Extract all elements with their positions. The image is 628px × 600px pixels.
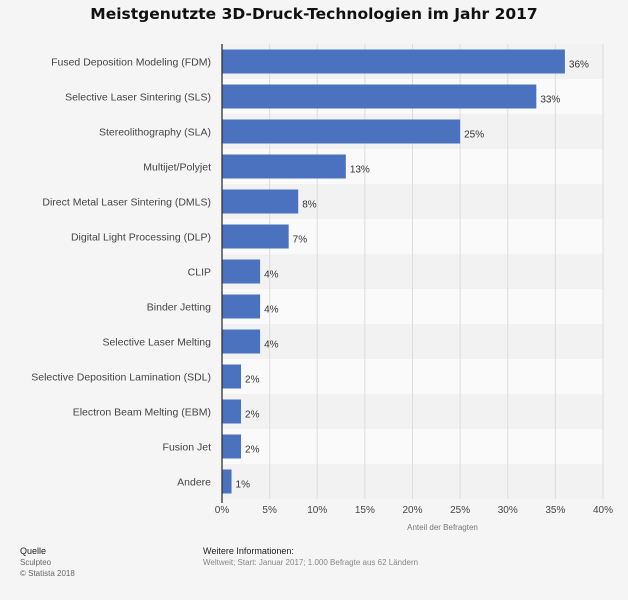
source-heading: Quelle — [20, 546, 47, 556]
bar — [222, 329, 261, 354]
chart-title: Meistgenutzte 3D-Druck-Technologien im J… — [90, 5, 538, 23]
x-axis-title: Anteil der Befragten — [407, 523, 478, 532]
category-label: Selective Laser Sintering (SLS) — [65, 92, 211, 104]
bar — [222, 49, 565, 74]
bar — [222, 294, 261, 319]
category-label: Fused Deposition Modeling (FDM) — [51, 57, 211, 69]
data-label: 13% — [350, 165, 370, 176]
data-label: 36% — [569, 60, 589, 71]
category-label: Fusion Jet — [163, 442, 212, 454]
tick-label: 35% — [545, 505, 565, 516]
category-label: Binder Jetting — [147, 302, 211, 314]
bar — [222, 434, 242, 459]
data-label: 2% — [245, 445, 260, 456]
data-label: 4% — [264, 305, 279, 316]
tick-label: 30% — [498, 505, 518, 516]
data-label: 7% — [293, 235, 308, 246]
tick-label: 10% — [307, 505, 327, 516]
data-label: 2% — [245, 375, 260, 386]
category-label: CLIP — [188, 267, 211, 279]
data-label: 1% — [236, 480, 251, 491]
bar — [222, 84, 537, 109]
data-label: 4% — [264, 340, 279, 351]
bar — [222, 259, 261, 284]
bar — [222, 399, 242, 424]
data-label: 8% — [302, 200, 317, 211]
bar-chart: Fused Deposition Modeling (FDM) 36% Select… — [31, 44, 613, 532]
tick-label: 5% — [262, 505, 277, 516]
category-label: Stereolithography (SLA) — [99, 127, 211, 139]
category-label: Selective Deposition Lamination (SDL) — [31, 372, 211, 384]
tick-label: 40% — [593, 505, 613, 516]
data-label: 4% — [264, 270, 279, 281]
category-label: Direct Metal Laser Sintering (DMLS) — [42, 197, 211, 209]
category-label: Digital Light Processing (DLP) — [71, 232, 211, 244]
tick-label: 15% — [355, 505, 375, 516]
info-heading: Weitere Informationen: — [203, 546, 294, 556]
info-block: Weitere Informationen: Weltweit; Start: … — [203, 546, 418, 568]
tick-label: 25% — [450, 505, 470, 516]
copyright: © Statista 2018 — [20, 569, 75, 578]
category-label: Selective Laser Melting — [102, 337, 211, 349]
data-label: 2% — [245, 410, 260, 421]
info-text: Weltweit; Start: Januar 2017; 1.000 Befr… — [203, 558, 419, 567]
bar — [222, 364, 242, 389]
bar — [222, 119, 461, 144]
bar — [222, 189, 299, 214]
category-label: Andere — [177, 477, 211, 489]
tick-label: 20% — [402, 505, 422, 516]
category-label: Electron Beam Melting (EBM) — [73, 407, 211, 419]
tick-label: 0% — [215, 505, 230, 516]
source-block: Quelle Sculpteo © Statista 2018 — [20, 546, 75, 579]
bar — [222, 469, 232, 494]
source-name: Sculpteo — [20, 558, 52, 567]
data-label: 33% — [540, 95, 560, 106]
category-label: Multijet/Polyjet — [143, 162, 211, 174]
bar — [222, 154, 346, 179]
data-label: 25% — [464, 130, 484, 141]
bar — [222, 224, 289, 249]
